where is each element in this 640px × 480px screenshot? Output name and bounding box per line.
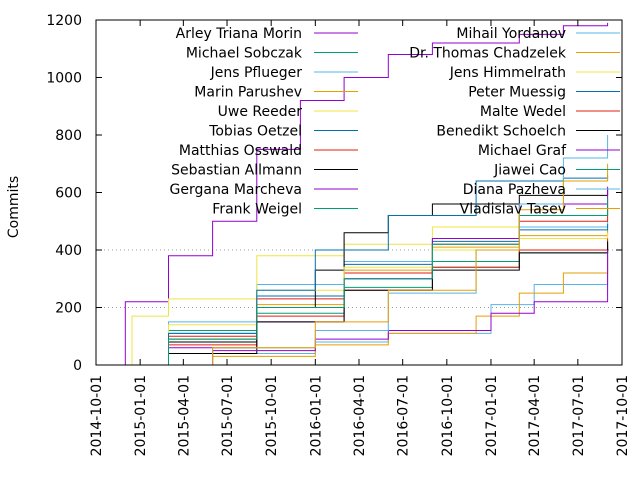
series-lines: [100, 22, 609, 366]
legend-label: Marin Parushev: [194, 85, 302, 101]
legend-label: Benedikt Schoelch: [436, 124, 566, 140]
series-line: [105, 189, 609, 366]
legend-label: Tobias Oetzel: [208, 124, 302, 140]
y-axis-ticks: 0 200 400 600 800 1000 1200: [46, 13, 622, 374]
x-tick-label: 2016-10-01: [440, 375, 456, 456]
series-line: [110, 198, 609, 366]
legend-label: Sebastian Allmann: [171, 163, 302, 179]
legend-label: Uwe Reeder: [218, 104, 303, 120]
legend-label: Mihail Yordanov: [456, 26, 566, 42]
legend-label: Jens Himmelrath: [449, 65, 566, 81]
x-tick-label: 2017-10-01: [615, 375, 631, 456]
series-line: [107, 238, 609, 366]
series-line: [112, 163, 609, 366]
x-tick-label: 2015-10-01: [264, 375, 280, 456]
x-tick-label: 2017-07-01: [571, 375, 587, 456]
y-tick-label: 400: [55, 243, 82, 259]
y-tick-label: 200: [55, 301, 82, 317]
legend-label: Frank Weigel: [212, 202, 302, 218]
legend: Arley Triana Morin Michael Sobczak Jens Pf…: [170, 26, 620, 218]
legend-label: Dr. Thomas Chadzelek: [409, 46, 567, 62]
series-line: [100, 204, 609, 366]
legend-label: Arley Triana Morin: [176, 26, 302, 42]
series-line: [102, 204, 609, 366]
x-axis-ticks: 2014-10-01 2015-01-01 2015-04-01 2015-07-01…: [89, 20, 631, 456]
x-tick-label: 2015-07-01: [220, 375, 236, 456]
x-tick-label: 2016-04-01: [352, 375, 368, 456]
legend-label: Peter Muessig: [468, 85, 566, 101]
series-line: [100, 22, 609, 366]
x-tick-label: 2017-01-01: [484, 375, 500, 456]
x-tick-label: 2015-04-01: [176, 375, 192, 456]
legend-label: Michael Sobczak: [186, 46, 303, 62]
x-tick-label: 2014-10-01: [89, 375, 105, 456]
series-line: [102, 224, 609, 366]
x-tick-label: 2015-01-01: [133, 375, 149, 456]
legend-label: Diana Pazheva: [463, 182, 566, 198]
legend-label: Michael Graf: [478, 143, 567, 159]
y-tick-label: 600: [55, 186, 82, 202]
x-tick-label: 2016-07-01: [396, 375, 412, 456]
series-line: [110, 241, 609, 366]
legend-label: Jens Pflueger: [210, 65, 303, 81]
x-tick-label: 2016-01-01: [308, 375, 324, 456]
y-tick-label: 0: [73, 358, 82, 374]
legend-label: Jiawei Cao: [493, 163, 566, 179]
legend-label: Malte Wedel: [480, 104, 566, 120]
y-tick-label: 1000: [46, 71, 82, 87]
series-line: [110, 255, 609, 366]
legend-label: Vladislav Tasev: [460, 202, 566, 218]
legend-label: Gergana Marcheva: [170, 182, 303, 198]
y-tick-label: 1200: [46, 13, 82, 29]
y-axis-label: Commits: [6, 176, 22, 238]
legend-label: Matthias Osswald: [179, 143, 302, 159]
y-tick-label: 800: [55, 128, 82, 144]
x-tick-label: 2017-04-01: [527, 375, 543, 456]
